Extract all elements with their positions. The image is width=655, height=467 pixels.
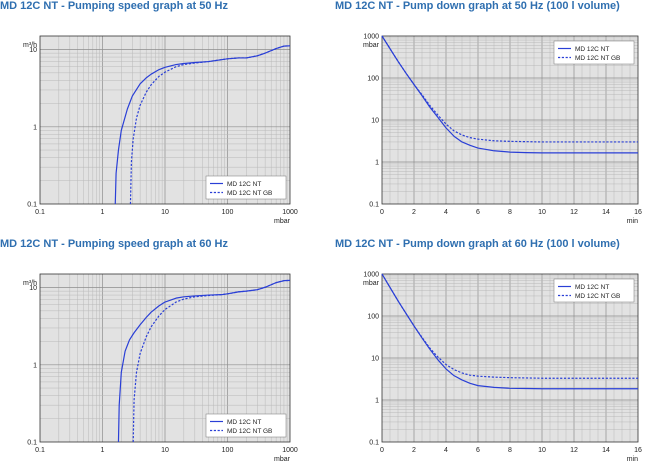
chart-panel-pumpdown-50hz: MD 12C NT - Pump down graph at 50 Hz (10… (335, 0, 655, 230)
chart-panel-speed-60hz: MD 12C NT - Pumping speed graph at 60 Hz… (0, 238, 320, 467)
y-axis-label: m³/h (23, 42, 37, 49)
plot-frame (381, 35, 639, 205)
y-tick-label: 100 (367, 314, 379, 321)
legend-label: MD 12C NT (227, 181, 261, 188)
x-tick-label: 100 (222, 209, 234, 216)
chart-panel-pumpdown-60hz: MD 12C NT - Pump down graph at 60 Hz (10… (335, 238, 655, 467)
legend-box (553, 40, 635, 65)
series-line (381, 35, 638, 143)
y-tick-label: 0.1 (369, 202, 379, 209)
legend-box (553, 278, 635, 303)
x-tick-label: 12 (570, 447, 578, 454)
x-axis-label: min (627, 218, 638, 225)
chart-title: MD 12C NT - Pumping speed graph at 50 Hz (0, 0, 228, 12)
y-tick-label: 10 (371, 118, 379, 125)
plot-frame (39, 273, 291, 443)
x-tick-label: 10 (161, 209, 169, 216)
x-tick-label: 10 (538, 209, 546, 216)
plot-frame (39, 35, 291, 205)
legend: MD 12C NT MD 12C NT GB (553, 278, 635, 303)
legend: MD 12C NT MD 12C NT GB (553, 40, 635, 65)
chart-panel-speed-50hz: MD 12C NT - Pumping speed graph at 50 Hz… (0, 0, 320, 230)
x-axis-label: min (627, 456, 638, 463)
y-tick-label: 1 (33, 124, 37, 131)
y-tick-label: 10 (371, 356, 379, 363)
x-tick-label: 14 (602, 447, 610, 454)
x-axis-label: mbar (274, 218, 291, 225)
y-tick-label: 0.1 (369, 440, 379, 447)
x-tick-label: 6 (476, 447, 480, 454)
legend-label: MD 12C NT (227, 419, 261, 426)
plot-frame (381, 273, 639, 443)
y-tick-label: 100 (367, 76, 379, 83)
y-axis-label: m³/h (23, 280, 37, 287)
x-tick-label: 16 (634, 209, 642, 216)
legend-label: MD 12C NT (575, 46, 609, 53)
x-tick-label: 1 (101, 447, 105, 454)
x-tick-label: 0.1 (35, 447, 45, 454)
y-axis-label: mbar (363, 280, 380, 287)
x-tick-label: 10 (161, 447, 169, 454)
y-tick-label: 1 (375, 160, 379, 167)
x-tick-label: 12 (570, 209, 578, 216)
series-line (132, 279, 291, 443)
x-tick-label: 6 (476, 209, 480, 216)
legend: MD 12C NT MD 12C NT GB (205, 175, 287, 200)
x-tick-label: 100 (222, 447, 234, 454)
x-tick-label: 2 (412, 209, 416, 216)
legend: MD 12C NT MD 12C NT GB (205, 413, 287, 438)
y-tick-label: 1 (375, 398, 379, 405)
y-tick-label: 1000 (363, 272, 379, 279)
grid (382, 36, 638, 204)
legend-box (205, 175, 287, 200)
y-tick-label: 1 (33, 362, 37, 369)
y-tick-label: 10 (29, 285, 37, 292)
legend-label: MD 12C NT (575, 284, 609, 291)
legend-label: MD 12C NT GB (575, 55, 620, 62)
legend-label: MD 12C NT GB (227, 428, 272, 435)
x-tick-label: 1 (101, 209, 105, 216)
x-tick-label: 10 (538, 447, 546, 454)
series-line (381, 273, 638, 379)
chart-title: MD 12C NT - Pump down graph at 60 Hz (10… (335, 238, 620, 250)
series-line (381, 273, 638, 390)
grid (382, 274, 638, 442)
x-tick-label: 4 (444, 209, 448, 216)
chart-title: MD 12C NT - Pump down graph at 50 Hz (10… (335, 0, 620, 12)
legend-label: MD 12C NT GB (575, 293, 620, 300)
series-line (129, 45, 291, 205)
x-tick-label: 0.1 (35, 209, 45, 216)
x-tick-label: 8 (508, 209, 512, 216)
y-tick-label: 0.1 (27, 440, 37, 447)
x-tick-label: 8 (508, 447, 512, 454)
x-tick-label: 1000 (282, 447, 298, 454)
y-tick-label: 1000 (363, 34, 379, 41)
legend-label: MD 12C NT GB (227, 190, 272, 197)
legend-box (205, 413, 287, 438)
x-tick-label: 0 (380, 209, 384, 216)
x-tick-label: 14 (602, 209, 610, 216)
y-tick-label: 10 (29, 47, 37, 54)
x-tick-label: 16 (634, 447, 642, 454)
y-axis-label: mbar (363, 42, 380, 49)
x-tick-label: 1000 (282, 209, 298, 216)
x-axis-label: mbar (274, 456, 291, 463)
x-tick-label: 0 (380, 447, 384, 454)
y-tick-label: 0.1 (27, 202, 37, 209)
chart-title: MD 12C NT - Pumping speed graph at 60 Hz (0, 238, 228, 250)
grid (40, 274, 290, 442)
x-tick-label: 4 (444, 447, 448, 454)
x-tick-label: 2 (412, 447, 416, 454)
